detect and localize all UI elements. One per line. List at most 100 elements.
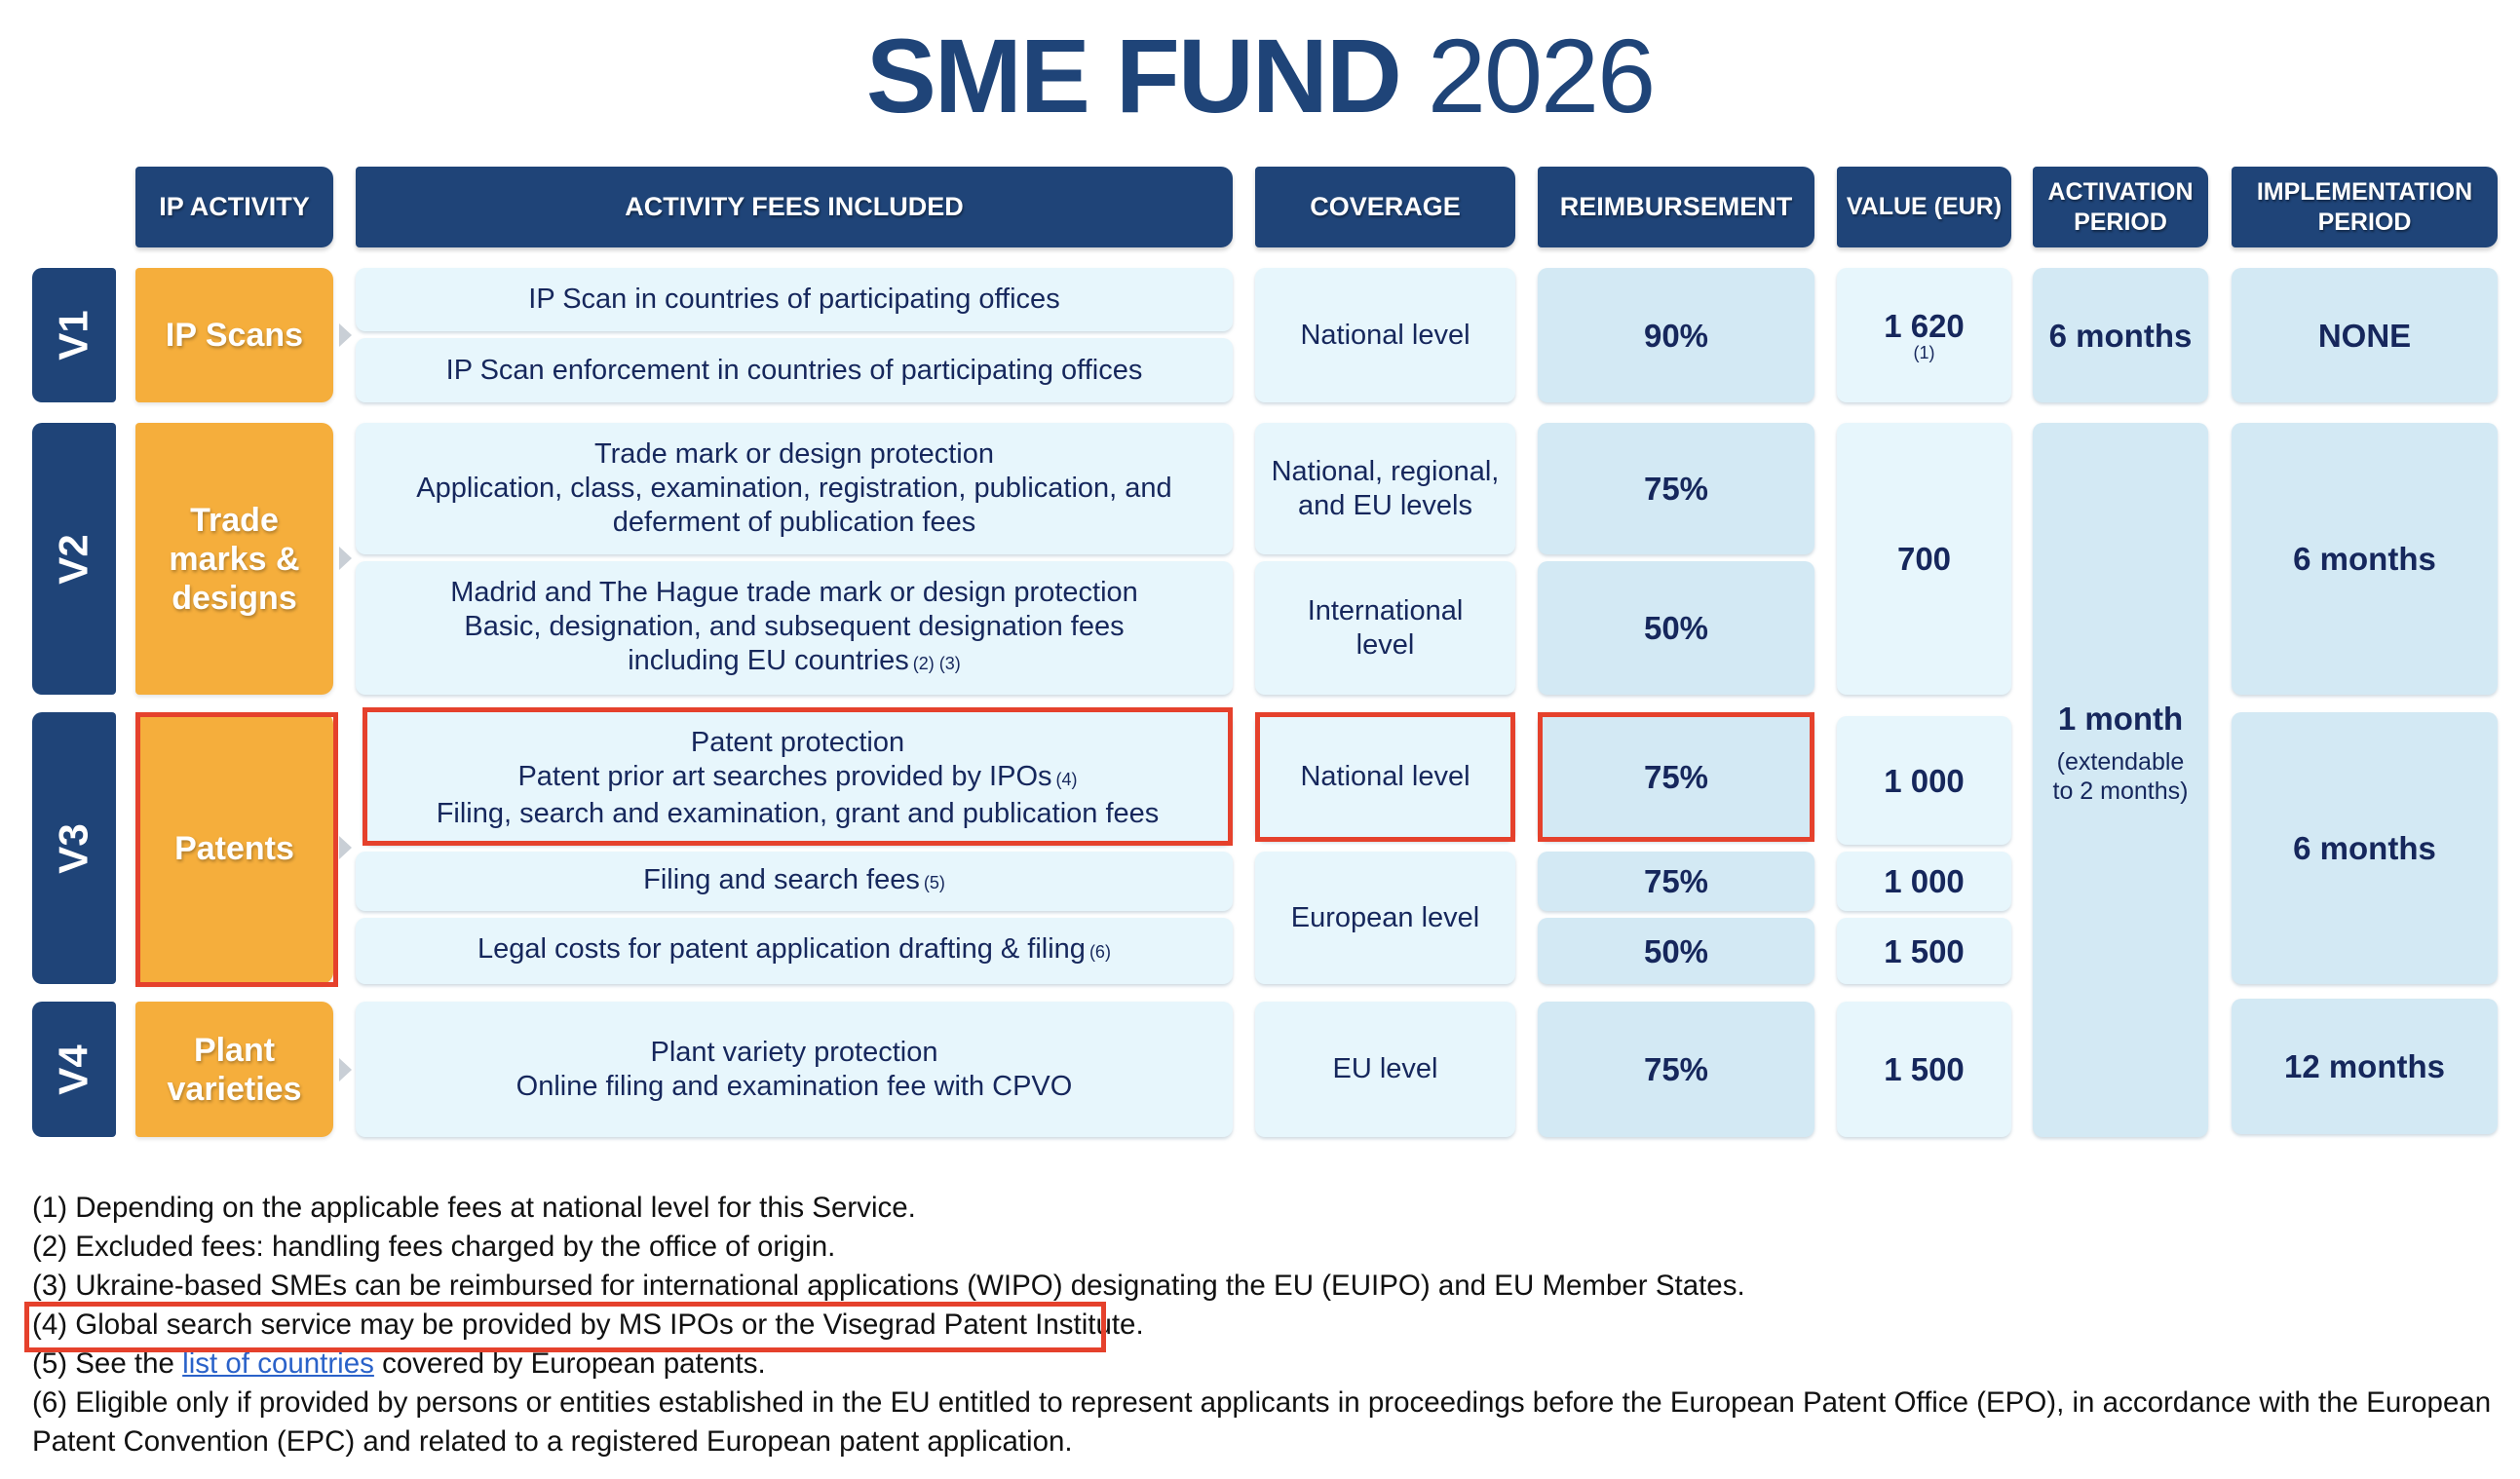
- reimbursement-cell: 75%: [1538, 423, 1814, 554]
- row-label-v4: V4: [32, 1002, 116, 1137]
- fee-text: Patent prior art searches provided by IP…: [517, 761, 1052, 792]
- activation-cell: 6 months: [2033, 268, 2208, 402]
- fee-cell: Patent protection Patent prior art searc…: [363, 712, 1233, 845]
- fee-cell: IP Scan in countries of participating of…: [356, 268, 1233, 331]
- reimbursement-value: 75%: [1643, 471, 1709, 507]
- reimbursement-cell: 75%: [1538, 1002, 1814, 1137]
- header-implementation: IMPLEMENTATION PERIOD: [2232, 167, 2498, 247]
- value-amount: 1 500: [1884, 1051, 1965, 1087]
- reimbursement-cell: 50%: [1538, 918, 1814, 984]
- value-amount: 1 500: [1884, 932, 1965, 969]
- activation-note: (extendable to 2 months): [2052, 748, 2189, 805]
- header-activation: ACTIVATION PERIOD: [2033, 167, 2208, 247]
- title-bold: SME FUND: [865, 17, 1402, 134]
- v2-label: V2: [51, 533, 96, 585]
- footnote-ref: (2) (3): [912, 653, 961, 673]
- value-amount: 1 000: [1884, 863, 1965, 899]
- fee-title: Trade mark or design protection: [594, 438, 994, 470]
- fee-text: Basic, designation, and subsequent desig…: [464, 610, 1125, 642]
- fee-text: Application, class, examination, registr…: [416, 473, 1172, 504]
- fee-text: IP Scan enforcement in countries of part…: [445, 354, 1143, 386]
- header-fees: ACTIVITY FEES INCLUDED: [356, 167, 1233, 247]
- reimbursement-value: 50%: [1643, 610, 1709, 646]
- ip-activity-trade-marks: Trade marks & designs: [135, 423, 333, 695]
- value-cell: 1 620 (1): [1837, 268, 2011, 402]
- header-value: VALUE (EUR): [1837, 167, 2011, 247]
- fee-title: Plant variety protection: [650, 1036, 938, 1068]
- arrow-right-icon: [339, 323, 352, 347]
- fee-text: including EU countries: [628, 644, 909, 676]
- fee-title: Patent protection: [690, 727, 905, 758]
- row-label-v3: V3: [32, 712, 116, 984]
- footnote-6: (6) Eligible only if provided by persons…: [32, 1386, 2492, 1458]
- coverage-cell: National, regional, and EU levels: [1255, 423, 1515, 554]
- footnote-1: (1) Depending on the applicable fees at …: [32, 1192, 916, 1224]
- reimbursement-value: 75%: [1643, 863, 1709, 899]
- reimbursement-cell: 75%: [1538, 712, 1814, 841]
- v4-label: V4: [51, 1043, 96, 1095]
- coverage-cell: European level: [1255, 852, 1515, 984]
- value-amount: 1 620: [1884, 307, 1965, 344]
- activation-value: 6 months: [2048, 317, 2193, 354]
- footnote-5: (5) See the list of countries covered by…: [32, 1345, 2507, 1384]
- value-cell: 700: [1837, 423, 2011, 695]
- footnotes: (1) Depending on the applicable fees at …: [32, 1189, 2507, 1461]
- reimbursement-cell: 90%: [1538, 268, 1814, 402]
- value-cell: 1 500: [1837, 918, 2011, 984]
- reimbursement-value: 75%: [1643, 1051, 1709, 1087]
- fee-text: Filing, search and examination, grant an…: [436, 798, 1160, 829]
- footnote-5-prefix: (5) See the: [32, 1347, 183, 1380]
- coverage-text: International level: [1307, 594, 1464, 661]
- fee-cell: Madrid and The Hague trade mark or desig…: [356, 561, 1233, 695]
- title-year: 2026: [1427, 17, 1656, 134]
- implementation-cell: 6 months: [2232, 423, 2498, 695]
- implementation-value: 12 months: [2283, 1048, 2446, 1084]
- footnote-4: (4) Global search service may be provide…: [32, 1308, 1144, 1341]
- activation-value: 1 month: [2057, 701, 2184, 737]
- fee-text: Filing and search fees: [643, 863, 920, 895]
- reimbursement-value: 50%: [1643, 932, 1709, 969]
- implementation-cell: 6 months: [2232, 712, 2498, 984]
- fee-text: deferment of publication fees: [612, 507, 976, 538]
- header-ip-activity: IP ACTIVITY: [135, 167, 333, 247]
- footnote-2: (2) Excluded fees: handling fees charged…: [32, 1231, 836, 1263]
- fee-cell: Trade mark or design protection Applicat…: [356, 423, 1233, 554]
- coverage-cell: International level: [1255, 561, 1515, 695]
- reimbursement-value: 75%: [1643, 758, 1709, 795]
- ip-activity-ip-scans: IP Scans: [135, 268, 333, 402]
- v1-label: V1: [51, 310, 96, 360]
- ip-activity-plant-varieties: Plant varieties: [135, 1002, 333, 1137]
- arrow-right-icon: [339, 547, 352, 570]
- row-label-v1: V1: [32, 268, 116, 402]
- coverage-text: National level: [1300, 760, 1470, 792]
- footnote-5-suffix: covered by European patents.: [373, 1347, 766, 1380]
- activation-cell-shared: 1 month (extendable to 2 months): [2033, 423, 2208, 1137]
- fee-text: IP Scan in countries of participating of…: [528, 284, 1060, 315]
- fee-cell: IP Scan enforcement in countries of part…: [356, 338, 1233, 402]
- coverage-cell: EU level: [1255, 1002, 1515, 1137]
- value-amount: 700: [1896, 541, 1952, 577]
- fee-cell: Plant variety protection Online filing a…: [356, 1002, 1233, 1137]
- coverage-cell: National level: [1255, 268, 1515, 402]
- fee-cell: Filing and search fees (5): [356, 852, 1233, 911]
- coverage-text: National level: [1300, 319, 1470, 351]
- value-cell: 1 000: [1837, 716, 2011, 845]
- list-of-countries-link[interactable]: list of countries: [182, 1347, 374, 1380]
- coverage-text: EU level: [1332, 1053, 1438, 1084]
- value-cell: 1 500: [1837, 1002, 2011, 1137]
- value-amount: 1 000: [1884, 762, 1965, 799]
- implementation-cell: 12 months: [2232, 999, 2498, 1134]
- coverage-cell: National level: [1255, 712, 1515, 841]
- implementation-value: NONE: [2317, 317, 2412, 354]
- footnote-ref: (6): [1088, 942, 1111, 962]
- page-title: SME FUND 2026: [0, 18, 2520, 134]
- fee-title: Madrid and The Hague trade mark or desig…: [450, 576, 1138, 608]
- header-coverage: COVERAGE: [1255, 167, 1515, 247]
- implementation-value: 6 months: [2293, 830, 2436, 866]
- coverage-text: European level: [1290, 901, 1480, 933]
- arrow-right-icon: [339, 836, 352, 859]
- footnote-ref: (5): [923, 872, 945, 892]
- header-reimbursement: REIMBURSEMENT: [1538, 167, 1814, 247]
- reimbursement-cell: 50%: [1538, 561, 1814, 695]
- reimbursement-cell: 75%: [1538, 852, 1814, 911]
